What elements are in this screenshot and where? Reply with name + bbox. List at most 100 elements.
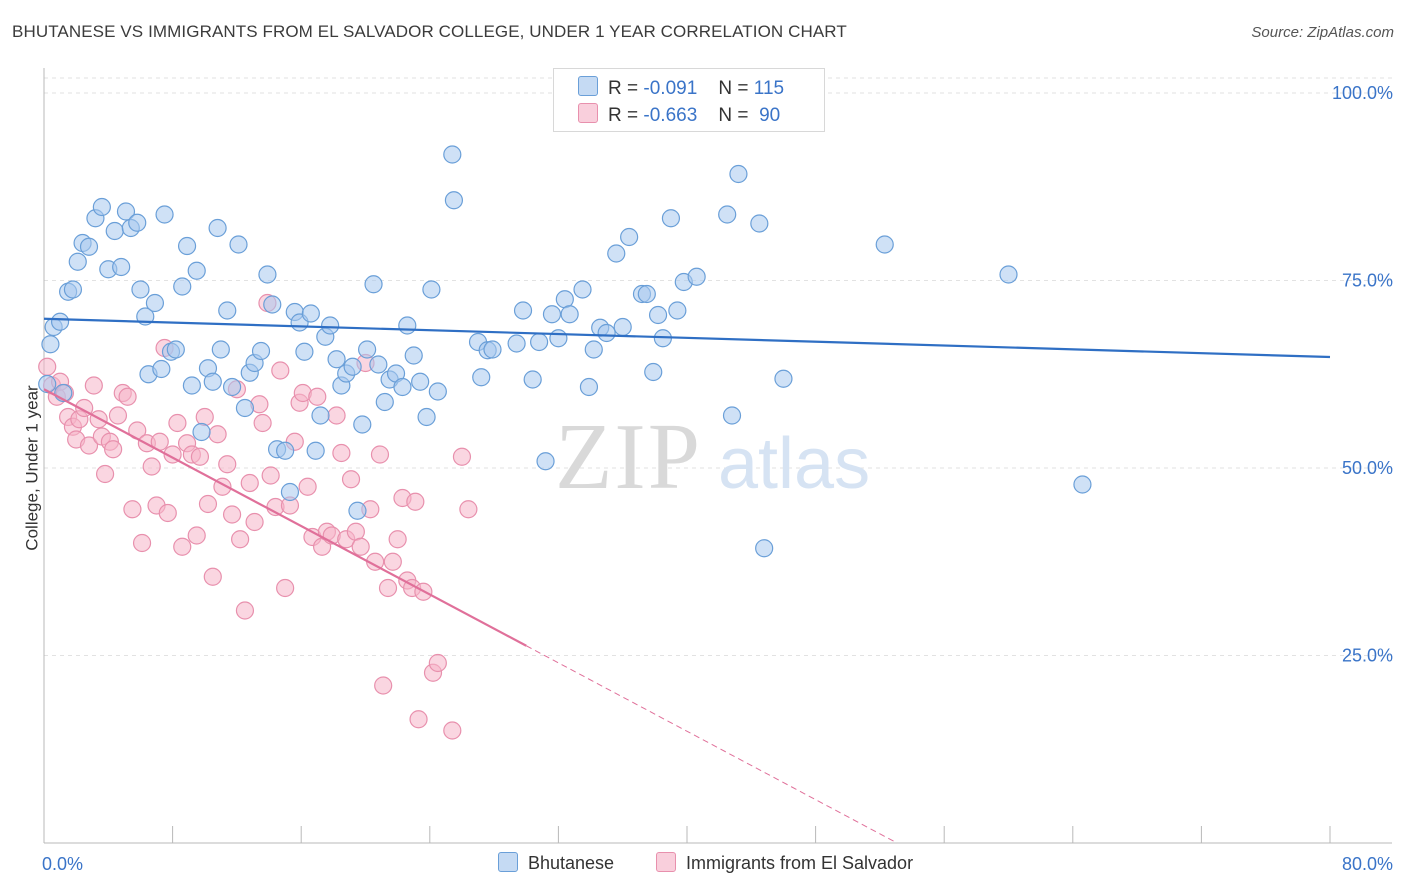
legend-row-bhutanese: R = -0.091 N = 115	[578, 76, 784, 100]
el-salvador-point	[428, 653, 447, 673]
bhutanese-point	[584, 340, 603, 359]
bhutanese-point	[398, 316, 417, 335]
bhutanese-point	[428, 382, 447, 401]
el-salvador-point	[203, 567, 222, 586]
el-salvador-point	[374, 676, 393, 695]
bottom-legend-el-salvador[interactable]: Immigrants from El Salvador	[656, 852, 913, 874]
bhutanese-point	[1073, 475, 1092, 494]
bhutanese-point	[530, 332, 549, 352]
bhutanese-point	[411, 372, 430, 391]
el-salvador-point	[346, 522, 365, 541]
el-salvador-point	[79, 436, 99, 455]
bhutanese-point	[637, 284, 656, 304]
legend-row-el-salvador: R = -0.663 N = 90	[578, 103, 780, 127]
bhutanese-point	[311, 406, 330, 425]
legend-swatch-blue	[578, 76, 598, 96]
el-salvador-point	[195, 407, 214, 427]
bhutanese-point	[404, 346, 423, 365]
el-salvador-point	[132, 533, 152, 553]
bhutanese-point	[613, 317, 632, 337]
el-salvador-point	[332, 443, 351, 463]
el-salvador-point	[459, 500, 478, 519]
bhutanese-point	[173, 277, 192, 296]
source-name[interactable]: ZipAtlas.com	[1307, 24, 1394, 41]
legend-n-value: 115	[753, 78, 785, 99]
bhutanese-point	[251, 341, 271, 361]
bhutanese-point	[542, 305, 562, 324]
el-salvador-point	[208, 425, 227, 444]
series-el-salvador-points	[38, 293, 478, 740]
el-salvador-point	[231, 530, 250, 549]
bhutanese-point	[182, 376, 201, 395]
el-salvador-point	[198, 494, 218, 514]
bhutanese-point	[597, 323, 616, 343]
bhutanese-point	[472, 368, 491, 387]
y-tick-label: 75.0%	[1342, 271, 1393, 291]
bhutanese-point	[507, 334, 526, 353]
el-salvador-point	[123, 500, 142, 519]
bhutanese-point	[187, 261, 206, 280]
bhutanese-point	[560, 305, 579, 324]
bhutanese-point	[166, 340, 185, 359]
trend-lines	[43, 317, 1331, 844]
bhutanese-point	[513, 301, 533, 320]
bhutanese-point	[112, 257, 131, 277]
correlation-legend: R = -0.091 N = 115 R = -0.663 N = 90	[553, 68, 825, 132]
bhutanese-point	[235, 398, 255, 418]
bhutanese-point	[607, 244, 626, 263]
bhutanese-point	[280, 482, 300, 502]
bhutanese-point	[369, 355, 388, 374]
bhutanese-point	[443, 145, 462, 164]
el-salvador-point	[173, 537, 192, 556]
el-salvador-point	[38, 357, 57, 376]
bhutanese-point	[92, 197, 111, 217]
bhutanese-point	[579, 377, 599, 397]
el-salvador-point	[104, 440, 123, 459]
bottom-legend-bhutanese[interactable]: Bhutanese	[498, 852, 614, 874]
bhutanese-point	[375, 392, 394, 412]
bottom-legend-swatch-pink	[656, 852, 676, 872]
legend-n-label: N =	[718, 105, 749, 126]
el-salvador-point	[245, 512, 264, 532]
bhutanese-point	[573, 280, 592, 299]
y-tick-label: 100.0%	[1332, 83, 1393, 103]
el-salvador-point	[271, 361, 290, 380]
bhutanese-point	[177, 236, 197, 256]
el-salvador-point	[327, 406, 346, 425]
el-salvador-point	[443, 721, 462, 740]
el-salvador-point	[388, 530, 407, 549]
el-salvador-point	[108, 406, 128, 425]
bhutanese-point	[145, 293, 165, 313]
bhutanese-point	[417, 407, 436, 427]
el-salvador-point	[222, 505, 242, 524]
chart-title: BHUTANESE VS IMMIGRANTS FROM EL SALVADOR…	[12, 22, 847, 41]
bhutanese-point	[875, 235, 894, 254]
bhutanese-point	[343, 357, 362, 376]
y-tick-label: 25.0%	[1342, 646, 1393, 666]
watermark-zip: ZIP	[555, 405, 702, 509]
bhutanese-point	[687, 267, 706, 286]
legend-n-label: N =	[718, 78, 749, 99]
el-salvador-point	[370, 445, 390, 464]
bhutanese-point	[208, 218, 227, 238]
bhutanese-point	[536, 452, 555, 471]
bhutanese-point	[295, 342, 314, 361]
bhutanese-point	[38, 374, 57, 394]
bhutanese-point	[203, 372, 222, 391]
bhutanese-point	[750, 214, 769, 233]
bhutanese-point	[63, 280, 83, 299]
y-tick-label: 50.0%	[1342, 458, 1393, 478]
legend-r-value: -0.091	[643, 78, 698, 99]
bhutanese-point	[79, 237, 99, 256]
x-tick-label-max: 80.0%	[1342, 854, 1393, 874]
el-salvador-point	[240, 473, 259, 493]
legend-swatch-pink	[578, 103, 598, 123]
bhutanese-point	[116, 202, 136, 221]
bhutanese-point	[661, 209, 681, 228]
el-salvador-point	[261, 466, 280, 485]
bhutanese-point	[321, 316, 340, 335]
legend-r-label: R =	[608, 105, 639, 126]
bhutanese-point	[222, 377, 242, 397]
bhutanese-point	[668, 301, 687, 320]
bhutanese-point	[644, 362, 663, 382]
